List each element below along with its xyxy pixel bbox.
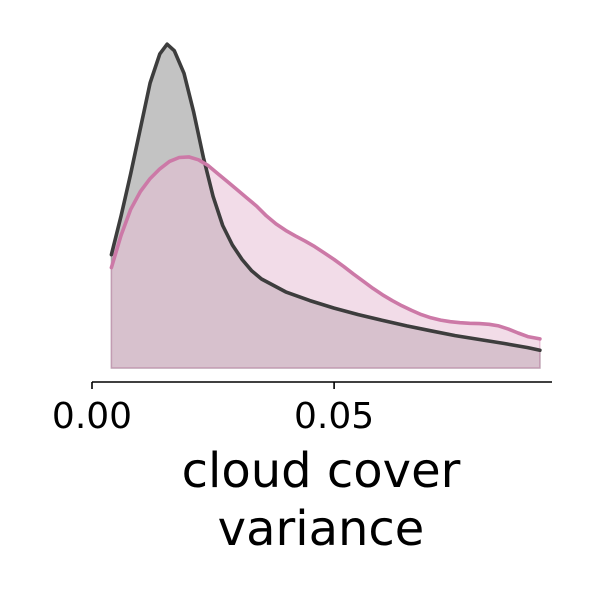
- dark-density-line: [109, 42, 542, 352]
- x-tick-label: 0.00: [52, 396, 132, 437]
- pink-density-area: [110, 156, 541, 369]
- x-axis-title-line-2: variance: [218, 501, 425, 557]
- x-ticks: 0.00 0.05: [52, 382, 374, 437]
- series-layer: [109, 42, 542, 369]
- x-tick-label: 0.05: [294, 396, 374, 437]
- pink-density-line: [109, 155, 542, 341]
- x-axis-title-line-1: cloud cover: [182, 443, 461, 499]
